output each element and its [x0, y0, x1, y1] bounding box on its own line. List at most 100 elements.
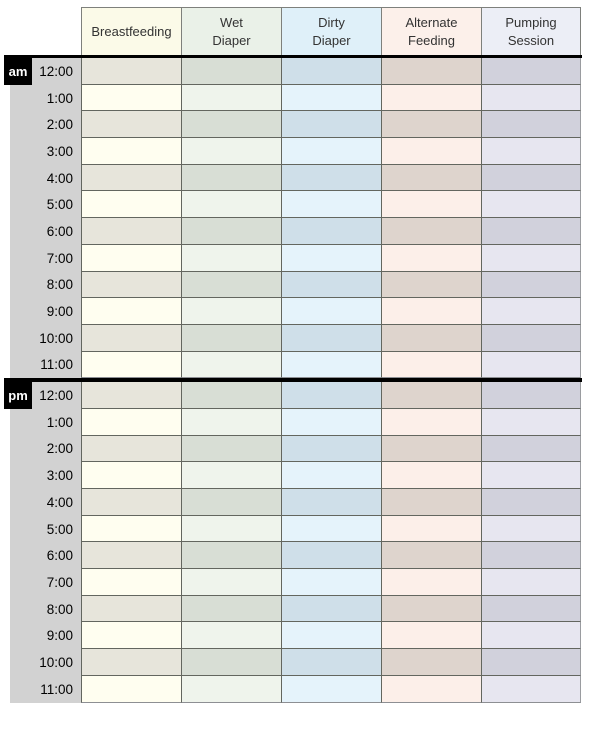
am-section: 12:00 am 1:00 2:00 3:00 4:00 5:00 6:00 7:00 8:00 9…: [4, 58, 582, 379]
cell-am-400-breastfeeding: [81, 164, 181, 192]
cell-am-200-wet-diaper: [181, 111, 281, 139]
time-label: 4:00: [10, 164, 81, 192]
cell-am-300-dirty-diaper: [281, 138, 381, 165]
time-label: 7:00: [10, 244, 81, 272]
cell-pm-1100-breastfeeding: [81, 675, 181, 703]
cell-am-400-wet-diaper: [181, 164, 281, 192]
cell-am-200-alternate-feeding: [381, 111, 481, 139]
column-header-alternate-feeding: Alternate Feeding: [381, 7, 481, 55]
time-label: 5:00: [10, 515, 81, 543]
time-label: 8:00: [10, 271, 81, 299]
cell-am-1100-pumping-session: [481, 351, 581, 379]
cell-am-1000-pumping-session: [481, 324, 581, 352]
cell-pm-200-wet-diaper: [181, 435, 281, 463]
cell-pm-700-pumping-session: [481, 569, 581, 596]
cell-pm-200-breastfeeding: [81, 435, 181, 463]
row-am-900: 9:00: [10, 298, 582, 325]
cell-am-700-dirty-diaper: [281, 244, 381, 272]
cell-pm-200-alternate-feeding: [381, 435, 481, 463]
row-am-400: 4:00: [10, 164, 582, 192]
row-pm-900: 9:00: [10, 622, 582, 650]
time-label: 3:00: [10, 462, 81, 489]
cell-pm-500-alternate-feeding: [381, 515, 481, 543]
cell-am-900-dirty-diaper: [281, 298, 381, 325]
row-pm-1000: 10:00: [10, 649, 582, 676]
cell-pm-1200-alternate-feeding: [381, 382, 481, 409]
row-am-1000: 10:00: [10, 324, 582, 352]
row-pm-600: 6:00: [10, 542, 582, 570]
cell-pm-100-breastfeeding: [81, 408, 181, 436]
cell-am-600-wet-diaper: [181, 218, 281, 245]
pm-section: 12:00 pm 1:00 2:00 3:00 4:00 5:00 6:00 7:00 8:00 9…: [4, 382, 582, 703]
cell-pm-700-breastfeeding: [81, 569, 181, 596]
cell-am-800-alternate-feeding: [381, 271, 481, 299]
time-label: 11:00: [10, 351, 81, 379]
cell-am-200-breastfeeding: [81, 111, 181, 139]
cell-pm-800-alternate-feeding: [381, 595, 481, 623]
cell-pm-600-dirty-diaper: [281, 542, 381, 570]
cell-pm-300-dirty-diaper: [281, 462, 381, 489]
cell-pm-1100-alternate-feeding: [381, 675, 481, 703]
column-header-dirty-diaper: Dirty Diaper: [281, 7, 381, 55]
row-pm-800: 8:00: [10, 595, 582, 623]
cell-am-100-dirty-diaper: [281, 84, 381, 112]
cell-am-900-breastfeeding: [81, 298, 181, 325]
cell-pm-700-dirty-diaper: [281, 569, 381, 596]
time-label: 8:00: [10, 595, 81, 623]
cell-pm-1200-wet-diaper: [181, 382, 281, 409]
cell-pm-400-dirty-diaper: [281, 489, 381, 516]
cell-pm-300-breastfeeding: [81, 462, 181, 489]
row-am-300: 3:00: [10, 138, 582, 165]
cell-pm-700-wet-diaper: [181, 569, 281, 596]
cell-pm-600-wet-diaper: [181, 542, 281, 570]
cell-am-400-dirty-diaper: [281, 164, 381, 192]
cell-am-100-pumping-session: [481, 84, 581, 112]
cell-am-500-dirty-diaper: [281, 191, 381, 219]
cell-pm-1100-wet-diaper: [181, 675, 281, 703]
cell-am-900-wet-diaper: [181, 298, 281, 325]
cell-am-1100-breastfeeding: [81, 351, 181, 379]
cell-pm-500-breastfeeding: [81, 515, 181, 543]
time-label: 3:00: [10, 138, 81, 165]
ampm-badge-am: am: [4, 58, 32, 85]
cell-pm-400-wet-diaper: [181, 489, 281, 516]
cell-pm-1200-breastfeeding: [81, 382, 181, 409]
row-am-800: 8:00: [10, 271, 582, 299]
cell-pm-900-dirty-diaper: [281, 622, 381, 650]
cell-am-700-pumping-session: [481, 244, 581, 272]
time-label: 6:00: [10, 542, 81, 570]
cell-pm-1000-dirty-diaper: [281, 649, 381, 676]
row-pm-1200: 12:00 pm: [4, 382, 582, 409]
row-pm-300: 3:00: [10, 462, 582, 489]
cell-am-900-pumping-session: [481, 298, 581, 325]
row-am-600: 6:00: [10, 218, 582, 245]
cell-pm-800-breastfeeding: [81, 595, 181, 623]
cell-pm-200-pumping-session: [481, 435, 581, 463]
cell-am-500-pumping-session: [481, 191, 581, 219]
cell-pm-600-breastfeeding: [81, 542, 181, 570]
cell-am-600-dirty-diaper: [281, 218, 381, 245]
cell-pm-900-breastfeeding: [81, 622, 181, 650]
cell-pm-1200-pumping-session: [481, 382, 581, 409]
cell-am-1200-alternate-feeding: [381, 58, 481, 85]
cell-am-800-wet-diaper: [181, 271, 281, 299]
table-body: 12:00 am 1:00 2:00 3:00 4:00 5:00 6:00 7:00 8:00 9…: [4, 55, 582, 703]
row-pm-200: 2:00: [10, 435, 582, 463]
cell-am-700-breastfeeding: [81, 244, 181, 272]
time-label: 1:00: [10, 408, 81, 436]
cell-am-1200-wet-diaper: [181, 58, 281, 85]
cell-am-200-pumping-session: [481, 111, 581, 139]
cell-am-1000-dirty-diaper: [281, 324, 381, 352]
row-am-1200: 12:00 am: [4, 58, 582, 85]
cell-pm-300-alternate-feeding: [381, 462, 481, 489]
cell-am-1100-dirty-diaper: [281, 351, 381, 379]
cell-pm-300-pumping-session: [481, 462, 581, 489]
cell-am-1100-wet-diaper: [181, 351, 281, 379]
time-label: 2:00: [10, 435, 81, 463]
cell-pm-700-alternate-feeding: [381, 569, 481, 596]
cell-am-1200-dirty-diaper: [281, 58, 381, 85]
cell-am-300-wet-diaper: [181, 138, 281, 165]
cell-pm-800-pumping-session: [481, 595, 581, 623]
cell-am-100-wet-diaper: [181, 84, 281, 112]
cell-am-600-alternate-feeding: [381, 218, 481, 245]
